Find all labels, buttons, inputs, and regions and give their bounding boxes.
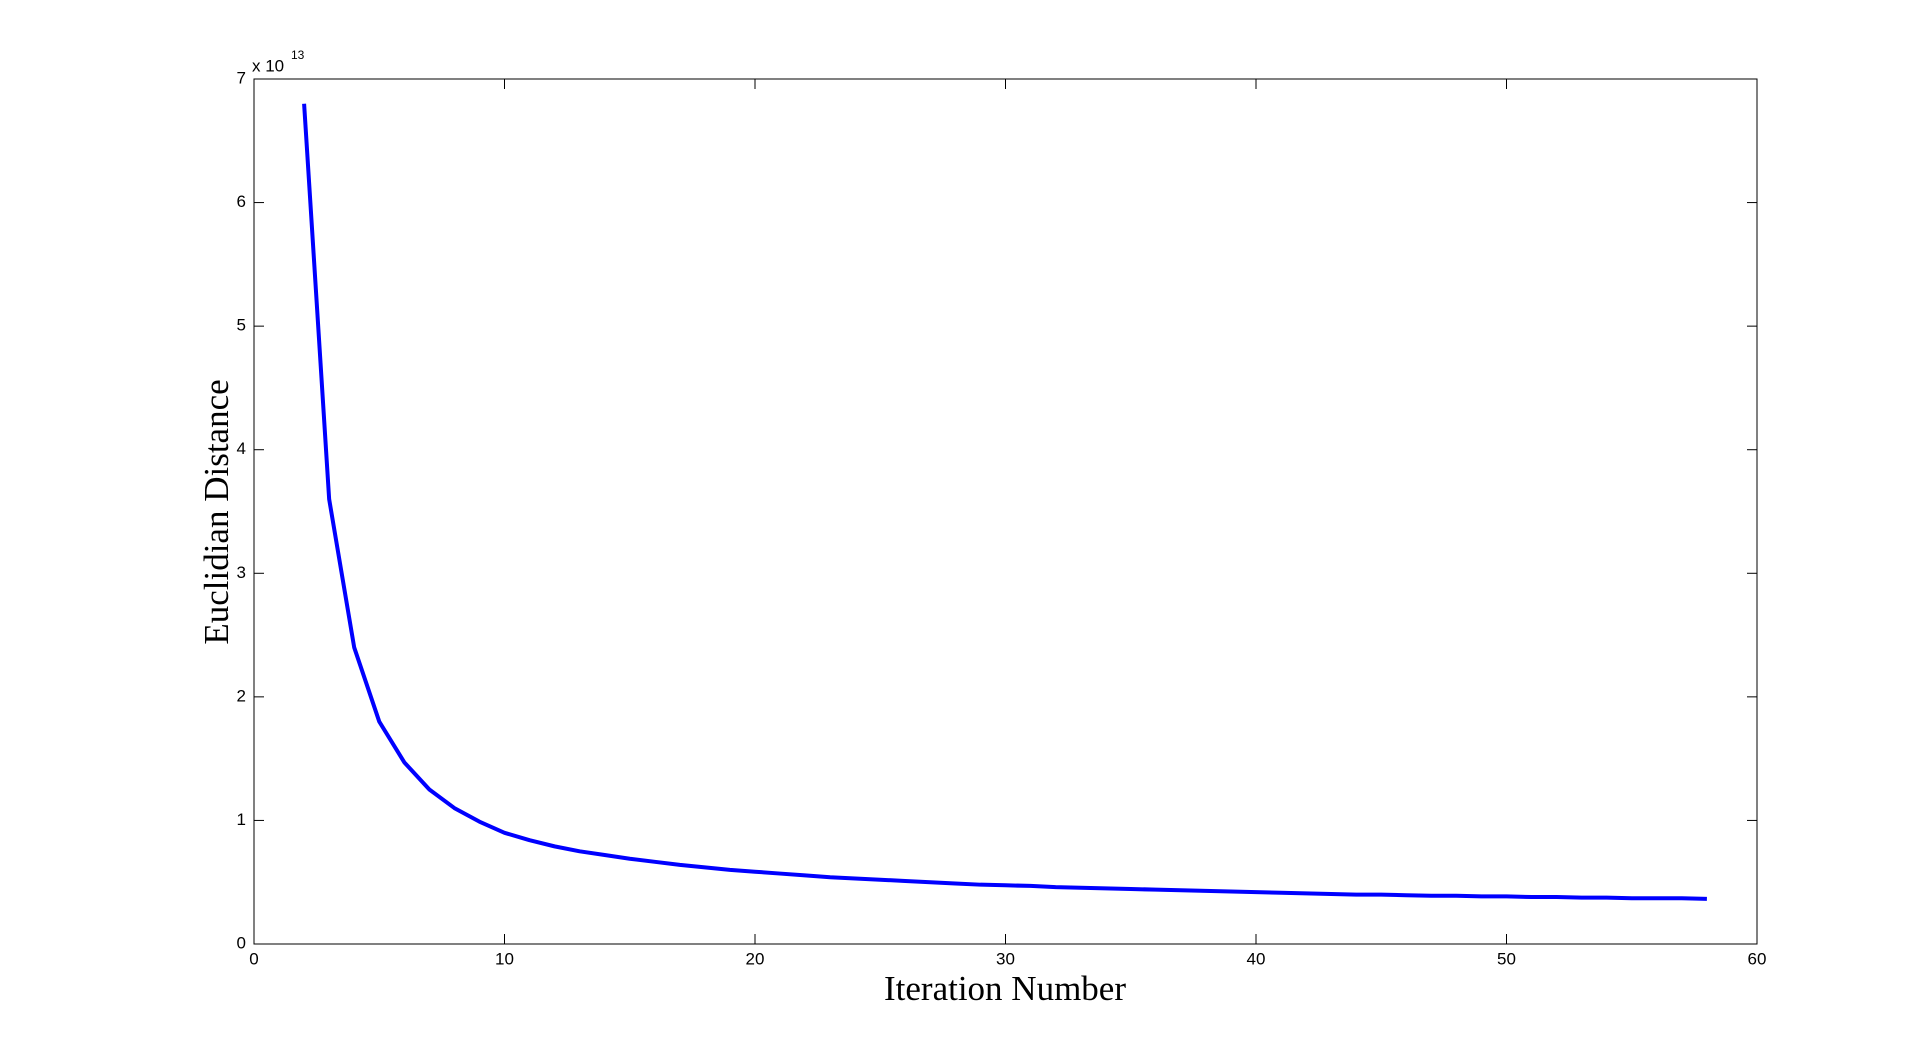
y-tick-label: 6 <box>237 192 246 211</box>
x-tick-label: 50 <box>1497 949 1516 968</box>
y-tick-label: 1 <box>237 810 246 829</box>
plot-frame <box>253 78 1758 945</box>
y-scale-label: x 10 <box>252 56 284 75</box>
x-tick-label: 10 <box>495 949 514 968</box>
y-tick-label: 5 <box>237 316 246 335</box>
x-axis-label: Iteration Number <box>884 969 1126 1008</box>
y-tick-label: 2 <box>237 686 246 705</box>
y-tick-label: 4 <box>237 439 246 458</box>
y-axis-label: Euclidian Distance <box>197 379 236 644</box>
x-tick-label: 30 <box>996 949 1015 968</box>
y-tick-label: 7 <box>237 68 246 87</box>
x-tick-label: 0 <box>249 949 258 968</box>
x-tick-label: 60 <box>1748 949 1767 968</box>
y-tick-label: 0 <box>237 933 246 952</box>
x-tick-label: 40 <box>1247 949 1266 968</box>
x-tick-label: 20 <box>746 949 765 968</box>
data-line <box>302 103 1707 901</box>
y-scale-exponent: 13 <box>291 48 305 62</box>
y-tick-label: 3 <box>237 563 246 582</box>
